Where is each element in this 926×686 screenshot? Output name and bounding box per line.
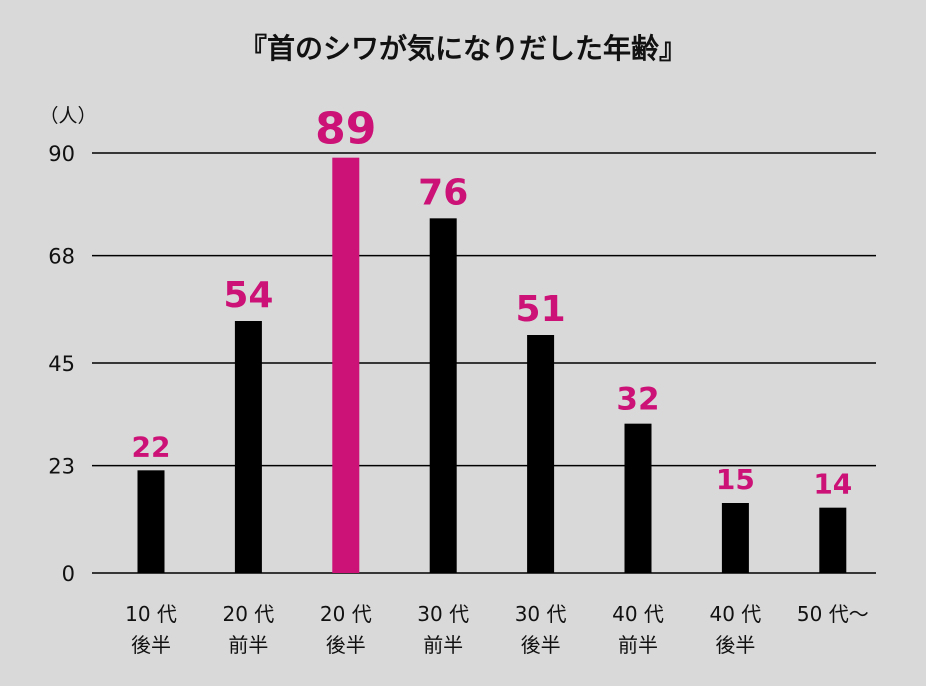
bar	[721, 503, 749, 573]
x-tick-label: 前半	[618, 633, 658, 657]
bars	[137, 157, 847, 574]
x-tick-label: 後半	[715, 633, 755, 657]
grid-lines: 0 23 45 68 90	[48, 142, 876, 586]
y-tick-label: 45	[48, 352, 75, 376]
y-axis-unit: （人）	[39, 105, 96, 127]
y-tick-label: 23	[48, 455, 75, 479]
x-tick-label: 30 代	[515, 602, 567, 626]
bar	[527, 335, 555, 573]
bar	[819, 507, 847, 573]
value-label: 32	[616, 382, 659, 418]
x-tick-labels: 10 代後半 20 代前半 20 代後半 30 代前半 30 代後半 40 代前半 40 代…	[125, 602, 869, 657]
bar	[332, 157, 360, 573]
value-label: 89	[315, 104, 376, 155]
y-tick-label: 0	[62, 562, 75, 586]
y-tick-label: 90	[48, 142, 75, 166]
chart-title: 『首のシワが気になりだした年齢』	[239, 32, 687, 65]
bar	[137, 470, 165, 573]
x-tick-label: 40 代	[709, 602, 761, 626]
value-labels: 22 54 89 76 51 32 15 14	[132, 104, 853, 501]
x-tick-label: 20 代	[222, 602, 274, 626]
x-tick-label: 40 代	[612, 602, 664, 626]
x-tick-label: 30 代	[417, 602, 469, 626]
x-tick-label: 50 代～	[797, 602, 869, 626]
value-label: 14	[813, 468, 852, 501]
value-label: 22	[132, 430, 171, 463]
x-tick-label: 20 代	[320, 602, 372, 626]
y-tick-label: 68	[48, 245, 75, 269]
x-tick-label: 10 代	[125, 602, 177, 626]
bar	[429, 218, 457, 574]
x-tick-label: 後半	[521, 633, 561, 657]
value-label: 51	[516, 289, 566, 330]
value-label: 76	[418, 172, 468, 213]
x-tick-label: 後半	[131, 633, 171, 657]
value-label: 15	[716, 463, 755, 496]
x-tick-label: 前半	[423, 633, 463, 657]
bar	[624, 423, 652, 573]
bar	[234, 321, 262, 573]
x-tick-label: 後半	[326, 633, 366, 657]
value-label: 54	[223, 275, 273, 316]
x-tick-label: 前半	[228, 633, 268, 657]
